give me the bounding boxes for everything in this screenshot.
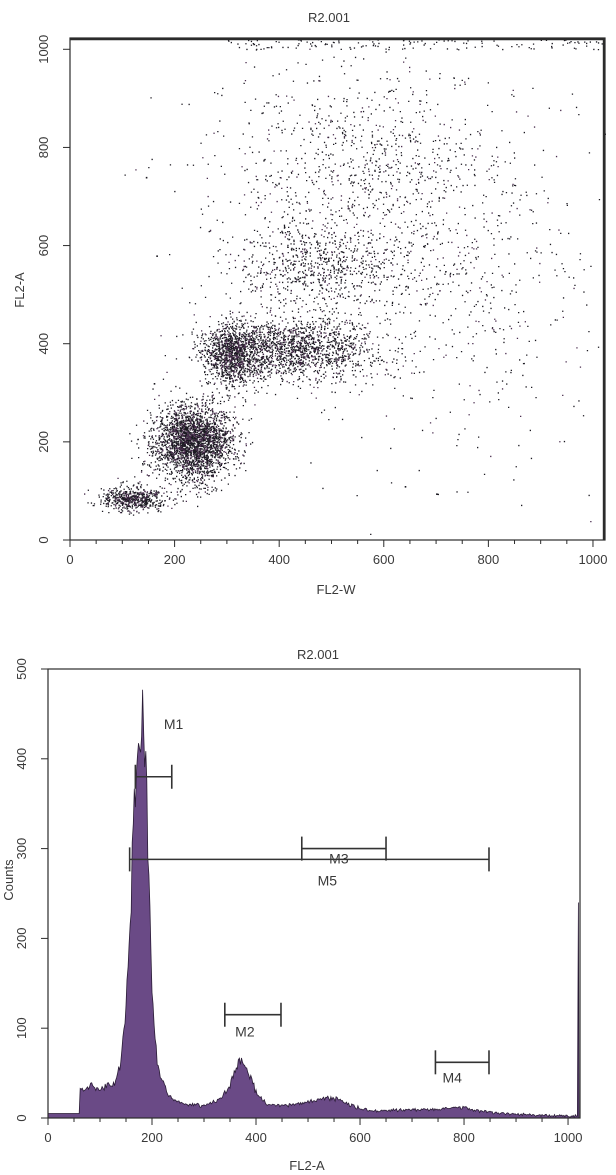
dot-plot-x-tick-label: 0 xyxy=(66,552,73,567)
dot-plot-x-tick-label: 800 xyxy=(478,552,500,567)
histogram-y-tick-label: 400 xyxy=(14,748,29,770)
scatter-dots-secondary xyxy=(84,48,606,523)
marker-m4-label: M4 xyxy=(442,1069,462,1085)
histogram-y-tick-label: 500 xyxy=(14,658,29,680)
dot-plot-x-tick-label: 1000 xyxy=(579,552,608,567)
dot-plot-frame xyxy=(69,37,606,541)
dot-plot-points xyxy=(84,38,606,535)
dot-plot-x-ticks: 0 200 400 600 800 1000 xyxy=(66,540,607,567)
histogram-y-tick-label: 200 xyxy=(14,928,29,950)
dot-plot-panel: R2.001 0 200 400 600 800 1000 0 200 400 600 800 10… xyxy=(12,10,607,597)
dot-plot-x-tick-label: 200 xyxy=(164,552,186,567)
dot-plot-axes-box xyxy=(69,37,606,541)
dot-plot-title: R2.001 xyxy=(308,10,350,25)
histogram-x-tick-label: 600 xyxy=(349,1130,371,1145)
histogram-area xyxy=(47,689,580,1119)
scatter-dots xyxy=(87,38,606,535)
histogram-x-axis-title: FL2-A xyxy=(289,1158,325,1173)
histogram-axes-box xyxy=(47,668,581,1119)
histogram-fill xyxy=(47,689,580,1119)
histogram-x-ticks: 0 200 400 600 800 1000 xyxy=(44,1118,583,1145)
histogram-y-ticks: 0 100 200 300 400 500 xyxy=(14,658,48,1122)
dot-plot-x-axis-title: FL2-W xyxy=(317,582,357,597)
histogram-y-tick-label: 0 xyxy=(14,1114,29,1121)
dot-plot-y-tick-label: 1000 xyxy=(36,35,51,64)
marker-m1-label: M1 xyxy=(164,716,184,732)
histogram-x-tick-label: 400 xyxy=(245,1130,267,1145)
marker-m2-label: M2 xyxy=(235,1024,255,1040)
histogram-x-tick-label: 1000 xyxy=(554,1130,583,1145)
histogram-y-tick-label: 300 xyxy=(14,838,29,860)
dot-plot-y-tick-label: 600 xyxy=(36,235,51,257)
histogram-x-tick-label: 800 xyxy=(453,1130,475,1145)
histogram-y-axis-title: Counts xyxy=(1,859,16,901)
dot-plot-y-tick-label: 400 xyxy=(36,333,51,355)
dot-plot-y-tick-label: 0 xyxy=(36,536,51,543)
histogram-x-tick-label: 0 xyxy=(44,1130,51,1145)
dot-plot-y-ticks: 0 200 400 600 800 1000 xyxy=(36,35,70,544)
histogram-title: R2.001 xyxy=(297,647,339,662)
dot-plot-y-tick-label: 200 xyxy=(36,431,51,453)
marker-m5-label: M5 xyxy=(318,872,338,888)
histogram-y-tick-label: 100 xyxy=(14,1017,29,1039)
dot-plot-x-tick-label: 600 xyxy=(373,552,395,567)
histogram-frame xyxy=(47,668,581,1119)
dot-plot-y-tick-label: 800 xyxy=(36,137,51,159)
histogram-x-tick-label: 200 xyxy=(141,1130,163,1145)
dot-plot-y-axis-title: FL2-A xyxy=(12,272,27,308)
dot-plot-x-tick-label: 400 xyxy=(268,552,290,567)
